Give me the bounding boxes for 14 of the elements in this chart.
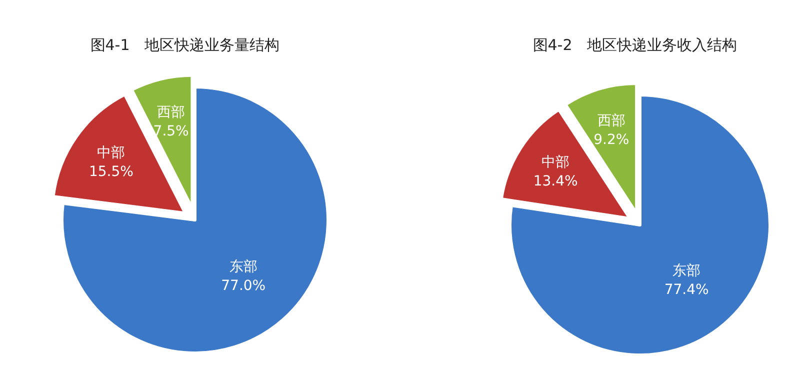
slice-label: 东部 <box>672 263 701 280</box>
slice-label: 西部 <box>597 112 626 129</box>
slice-label: 中部 <box>542 154 570 171</box>
data-label: 77.0% <box>221 278 266 294</box>
data-label: 15.5% <box>88 164 134 180</box>
chart-title: 图4-1 地区快递业务量结构 <box>90 36 280 54</box>
data-label: 9.2% <box>594 132 630 148</box>
data-label: 7.5% <box>153 123 189 140</box>
slice-label: 东部 <box>229 258 258 275</box>
data-label: 77.4% <box>664 282 709 298</box>
slice-label: 西部 <box>157 104 186 120</box>
data-label: 13.4% <box>533 174 578 190</box>
chart-title: 图4-2 地区快递业务收入结构 <box>532 36 738 54</box>
slice-label: 中部 <box>97 145 126 162</box>
